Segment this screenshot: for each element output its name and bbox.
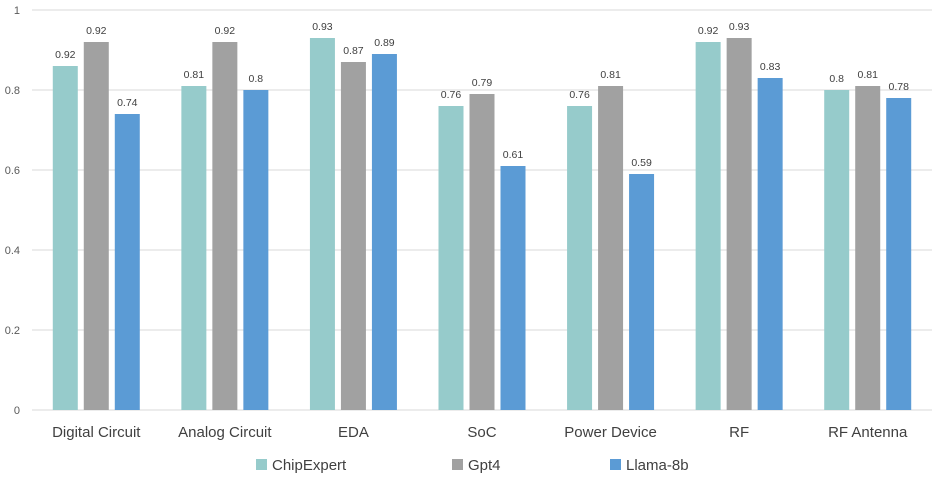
data-label: 0.93 — [312, 21, 333, 33]
bar — [212, 42, 238, 410]
x-tick-label: RF Antenna — [828, 424, 908, 441]
bar — [500, 166, 526, 410]
data-label: 0.76 — [569, 89, 590, 101]
y-tick-label: 0.4 — [5, 245, 20, 257]
bar — [629, 174, 655, 410]
data-labels: 0.92 0.92 0.74 0.81 0.92 0.8 0.93 0.87 0.89 0.76 0… — [55, 21, 909, 169]
legend-swatch — [610, 459, 621, 470]
data-label: 0.87 — [343, 45, 364, 57]
bar — [855, 86, 881, 410]
bar — [886, 98, 912, 410]
bar — [371, 54, 397, 410]
x-tick-label: Digital Circuit — [52, 424, 141, 441]
legend-swatch — [452, 459, 463, 470]
data-label: 0.8 — [829, 73, 844, 85]
bar — [757, 78, 783, 410]
bar — [52, 66, 78, 410]
x-tick-label: SoC — [467, 424, 496, 441]
data-label: 0.79 — [472, 77, 493, 89]
data-label: 0.76 — [441, 89, 462, 101]
x-axis-categories: Digital Circuit Analog Circuit EDA SoC Power… — [52, 424, 908, 441]
data-label: 0.93 — [729, 21, 750, 33]
data-label: 0.89 — [374, 37, 395, 49]
bar — [340, 62, 366, 410]
x-tick-label: Analog Circuit — [178, 424, 272, 441]
data-label: 0.8 — [249, 73, 264, 85]
data-label: 0.92 — [86, 25, 107, 37]
legend-label: Llama-8b — [626, 457, 689, 474]
legend-swatch — [256, 459, 267, 470]
bar — [567, 106, 593, 410]
y-tick-label: 0.6 — [5, 165, 20, 177]
bar — [695, 42, 721, 410]
bar — [824, 90, 850, 410]
bar — [438, 106, 464, 410]
x-tick-label: Power Device — [564, 424, 657, 441]
x-tick-label: EDA — [338, 424, 369, 441]
y-tick-label: 1 — [14, 5, 20, 17]
data-label: 0.92 — [698, 25, 719, 37]
data-label: 0.92 — [215, 25, 236, 37]
y-axis-ticks: 0 0.2 0.4 0.6 0.8 1 — [5, 5, 20, 417]
legend: ChipExpert Gpt4 Llama-8b — [256, 457, 689, 474]
legend-label: ChipExpert — [272, 457, 347, 474]
bar — [469, 94, 495, 410]
data-label: 0.61 — [503, 149, 524, 161]
bar — [181, 86, 207, 410]
data-label: 0.81 — [600, 69, 621, 81]
data-label: 0.81 — [857, 69, 878, 81]
legend-label: Gpt4 — [468, 457, 501, 474]
data-label: 0.59 — [631, 157, 652, 169]
bar — [114, 114, 140, 410]
bar — [598, 86, 624, 410]
bar — [309, 38, 335, 410]
bar — [83, 42, 109, 410]
data-label: 0.74 — [117, 97, 138, 109]
y-tick-label: 0 — [14, 405, 20, 417]
data-label: 0.78 — [888, 81, 909, 93]
bar — [243, 90, 269, 410]
data-label: 0.81 — [184, 69, 205, 81]
data-label: 0.92 — [55, 49, 76, 61]
y-tick-label: 0.8 — [5, 85, 20, 97]
x-tick-label: RF — [729, 424, 749, 441]
data-label: 0.83 — [760, 61, 781, 73]
bars — [52, 38, 912, 410]
y-tick-label: 0.2 — [5, 325, 20, 337]
bar — [726, 38, 752, 410]
